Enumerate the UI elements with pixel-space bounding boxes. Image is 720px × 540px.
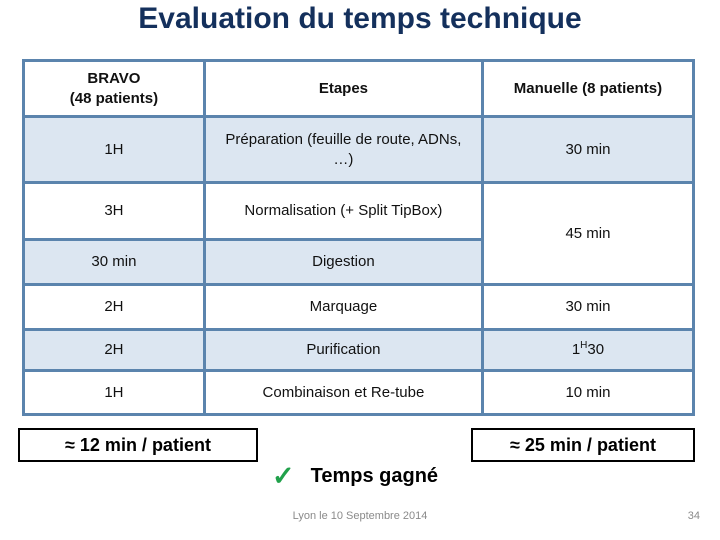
cell-manuelle-time: 30 min xyxy=(480,283,696,331)
page-title: Evaluation du temps technique xyxy=(138,2,582,35)
cell-manuelle-time: 10 min xyxy=(480,369,696,416)
table-row-preparation: 1H Préparation (feuille de route, ADNs, … xyxy=(22,115,696,184)
cell-etape: Purification xyxy=(202,328,484,372)
manual-time-per-patient-box: ≈ 25 min / patient xyxy=(471,428,695,462)
header-manuelle: Manuelle (8 patients) xyxy=(480,59,696,118)
header-etapes: Etapes xyxy=(202,59,484,118)
cell-bravo-time: 3H xyxy=(22,181,206,241)
page-number: 34 xyxy=(687,510,700,522)
check-icon: ✓ xyxy=(272,461,295,491)
footer-date: Lyon le 10 Septembre 2014 xyxy=(292,510,428,522)
cell-etape: Marquage xyxy=(202,283,484,331)
bravo-time-per-patient-box: ≈ 12 min / patient xyxy=(18,428,258,462)
table-row-combinaison: 1H Combinaison et Re-tube 10 min xyxy=(22,369,696,416)
cell-etape: Digestion xyxy=(202,238,484,286)
cell-etape: Normalisation (+ Split TipBox) xyxy=(202,181,484,241)
cell-manuelle-time: 30 min xyxy=(480,115,696,184)
table-row-normalisation: 3H Normalisation (+ Split TipBox) 45 min xyxy=(22,181,696,286)
table-row-digestion: 30 min Digestion xyxy=(22,238,694,286)
cell-bravo-time: 2H xyxy=(22,283,206,331)
cell-etape: Combinaison et Re-tube xyxy=(202,369,484,416)
evaluation-table: BRAVO (48 patients) Etapes Manuelle (8 p… xyxy=(22,59,696,416)
header-bravo-line2: (48 patients) xyxy=(69,89,159,107)
cell-manuelle-time-merged: 45 min xyxy=(480,181,696,286)
table-row-marquage: 2H Marquage 30 min xyxy=(22,283,696,331)
cell-bravo-time: 1H xyxy=(22,115,206,184)
header-bravo-line1: BRAVO xyxy=(87,70,141,87)
table-row-purification: 2H Purification 1H30 xyxy=(22,328,696,372)
cell-bravo-time: 1H xyxy=(22,369,206,416)
time-superscript: H xyxy=(580,340,588,352)
cell-etape: Préparation (feuille de route, ADNs, …) xyxy=(202,115,484,184)
cell-bravo-time: 2H xyxy=(22,328,206,372)
header-bravo: BRAVO (48 patients) xyxy=(22,59,206,118)
time-value: 1 xyxy=(571,341,581,359)
time-saved-row: ✓ Temps gagné xyxy=(272,463,438,490)
time-value: 30 xyxy=(587,341,605,359)
time-saved-label: Temps gagné xyxy=(310,465,439,487)
table-header-row: BRAVO (48 patients) Etapes Manuelle (8 p… xyxy=(22,59,696,118)
cell-bravo-time: 30 min xyxy=(22,238,206,286)
cell-manuelle-time: 1H30 xyxy=(480,328,696,372)
